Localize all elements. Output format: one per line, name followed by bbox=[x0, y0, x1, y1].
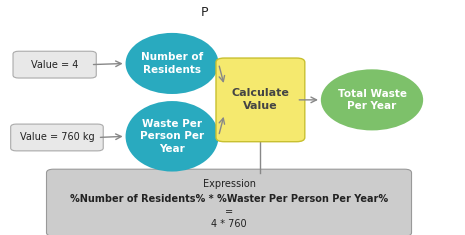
Text: Waste Per
Person Per
Year: Waste Per Person Per Year bbox=[140, 119, 204, 154]
Text: Calculate
Value: Calculate Value bbox=[232, 88, 289, 111]
Text: Expression: Expression bbox=[203, 179, 255, 188]
FancyBboxPatch shape bbox=[13, 51, 96, 78]
Text: Number of
Residents: Number of Residents bbox=[141, 52, 203, 75]
Text: Value = 4: Value = 4 bbox=[31, 60, 78, 70]
Text: P: P bbox=[201, 6, 208, 19]
FancyBboxPatch shape bbox=[11, 124, 103, 151]
Text: %Number of Residents% * %Waster Per Person Per Year%: %Number of Residents% * %Waster Per Pers… bbox=[70, 194, 388, 204]
FancyBboxPatch shape bbox=[46, 169, 412, 235]
Text: 4 * 760: 4 * 760 bbox=[211, 219, 247, 229]
FancyBboxPatch shape bbox=[216, 58, 305, 142]
Ellipse shape bbox=[126, 33, 219, 94]
Ellipse shape bbox=[126, 101, 219, 172]
Text: =: = bbox=[225, 207, 233, 217]
Ellipse shape bbox=[321, 69, 423, 130]
Text: Value = 760 kg: Value = 760 kg bbox=[20, 133, 94, 142]
Text: Total Waste
Per Year: Total Waste Per Year bbox=[338, 89, 406, 111]
